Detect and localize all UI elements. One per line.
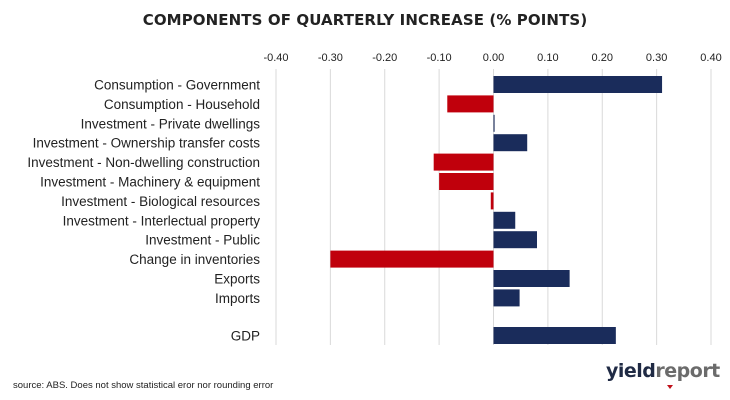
- bar: [439, 173, 494, 190]
- category-label: Investment - Biological resources: [61, 194, 260, 209]
- logo-red-marker: [667, 385, 673, 389]
- x-tick-label: 0.40: [700, 52, 721, 64]
- category-label: Consumption - Household: [104, 97, 260, 112]
- logo-part-yield: yield: [606, 360, 656, 382]
- x-tick-label: 0.10: [537, 52, 558, 64]
- x-tick-label: -0.30: [318, 52, 343, 64]
- bar: [493, 270, 570, 287]
- x-tick-label: 0.30: [646, 52, 667, 64]
- category-label: Investment - Non-dwelling construction: [27, 155, 260, 170]
- category-label: Consumption - Government: [94, 78, 260, 93]
- bar: [493, 231, 537, 249]
- category-label: Investment - Interlectual property: [63, 213, 261, 228]
- bar: [493, 76, 663, 93]
- bars: [330, 76, 663, 344]
- source-note: source: ABS. Does not show statistical e…: [13, 380, 274, 391]
- bar: [330, 250, 494, 268]
- x-tick-label: 0.20: [592, 52, 613, 64]
- x-tick-label: -0.20: [372, 52, 397, 64]
- category-label: Change in inventories: [129, 252, 260, 267]
- bar: [493, 289, 520, 307]
- x-tick-labels: -0.40 -0.30 -0.20 -0.10 0.00 0.10 0.20 0.30 0.40: [263, 52, 721, 64]
- x-tick-label: 0.00: [483, 52, 504, 64]
- bar: [493, 211, 516, 229]
- bar: [493, 327, 616, 344]
- category-label: Investment - Private dwellings: [81, 116, 261, 131]
- category-label: GDP: [231, 329, 260, 344]
- bar: [493, 134, 528, 152]
- bar: [447, 95, 494, 113]
- category-label: Investment - Machinery & equipment: [40, 175, 260, 190]
- yieldreport-logo: yieldreport: [606, 360, 720, 389]
- x-tick-label: -0.10: [427, 52, 452, 64]
- logo-part-report: report: [655, 360, 720, 382]
- bar: [490, 192, 494, 210]
- x-tick-label: -0.40: [263, 52, 288, 64]
- category-labels: Consumption - Government Consumption - Ho…: [27, 78, 260, 344]
- bar: [493, 114, 495, 132]
- category-label: Investment - Public: [145, 233, 260, 248]
- category-label: Imports: [215, 291, 260, 306]
- chart-title: COMPONENTS OF QUARTERLY INCREASE (% POIN…: [142, 11, 588, 29]
- bar: [433, 153, 494, 171]
- category-label: Exports: [214, 272, 260, 287]
- category-label: Investment - Ownership transfer costs: [33, 136, 261, 151]
